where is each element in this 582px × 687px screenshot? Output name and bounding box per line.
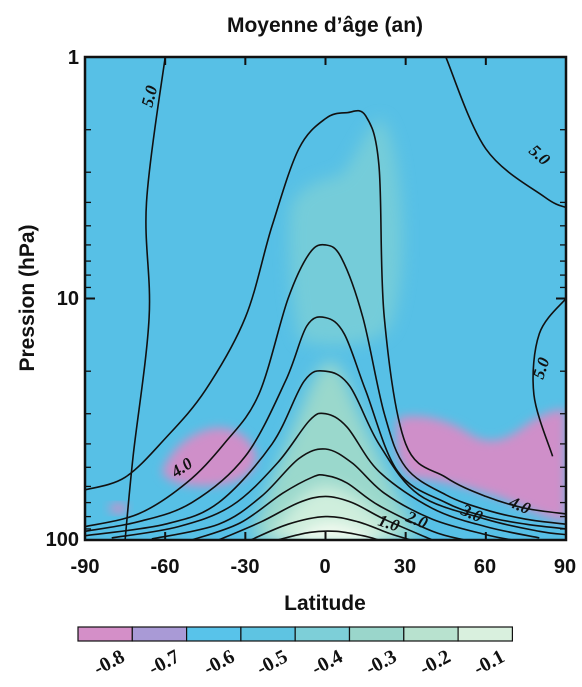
negative-region-small <box>108 503 128 514</box>
negative-region-north <box>396 409 566 522</box>
x-tick-label: 90 <box>554 556 576 578</box>
contour-line <box>85 243 566 528</box>
x-tick-label: 60 <box>474 556 496 578</box>
contour-lines <box>85 57 566 540</box>
x-tick-label: 30 <box>394 556 416 578</box>
colorbar-swatch <box>77 626 133 642</box>
contour-line <box>151 448 513 540</box>
axis-ticks <box>84 56 567 541</box>
x-axis-label: Latitude <box>284 592 366 615</box>
plot-area <box>85 57 566 540</box>
chart-title: Moyenne d’âge (an) <box>227 14 423 37</box>
colorbar-swatch <box>186 626 242 642</box>
colorbar-labels: -0.8 -0.7 -0.6 -0.5 -0.4 -0.3 -0.2 -0.1 <box>90 646 508 680</box>
y-tick-label: 1 <box>68 47 79 69</box>
contour-line <box>111 412 540 539</box>
contour-line <box>250 515 412 540</box>
contour-line <box>85 316 566 533</box>
contour-line <box>191 473 465 540</box>
colorbar-label: -0.3 <box>362 646 400 680</box>
contour-line <box>532 297 566 457</box>
x-tick-label: 0 <box>319 556 330 578</box>
colorbar-label: -0.2 <box>416 646 454 680</box>
x-tick-label: -90 <box>71 556 100 578</box>
colorbar-swatch <box>131 626 188 642</box>
y-axis-label: Pression (hPa) <box>16 224 39 371</box>
colorbar-swatch <box>457 626 514 642</box>
colorbar-label: -0.8 <box>90 646 128 680</box>
contour-label: 5.0 <box>138 83 162 109</box>
colorbar-swatch <box>348 626 405 642</box>
x-tick-label: -60 <box>151 556 180 578</box>
contour-line <box>277 530 380 540</box>
y-tick-label: 10 <box>57 288 79 310</box>
colorbar-swatch <box>294 626 351 642</box>
upwelling-region-core <box>268 485 400 540</box>
colorbar-label: -0.4 <box>308 646 346 680</box>
colorbar <box>77 626 514 642</box>
upwelling-region-upper <box>289 118 403 346</box>
x-tick-label: -30 <box>231 556 260 578</box>
colorbar-label: -0.1 <box>470 646 508 680</box>
colorbar-label: -0.6 <box>200 646 238 680</box>
y-tick-label: 100 <box>46 529 79 551</box>
colorbar-swatch <box>403 626 459 642</box>
colorbar-swatch <box>240 626 296 642</box>
contour-line <box>445 57 566 209</box>
contour-line <box>85 369 566 537</box>
contour-line <box>218 495 433 540</box>
contour-line <box>85 109 566 515</box>
contour-line <box>124 57 166 540</box>
colorbar-label: -0.7 <box>145 646 183 680</box>
colorbar-label: -0.5 <box>253 646 291 680</box>
